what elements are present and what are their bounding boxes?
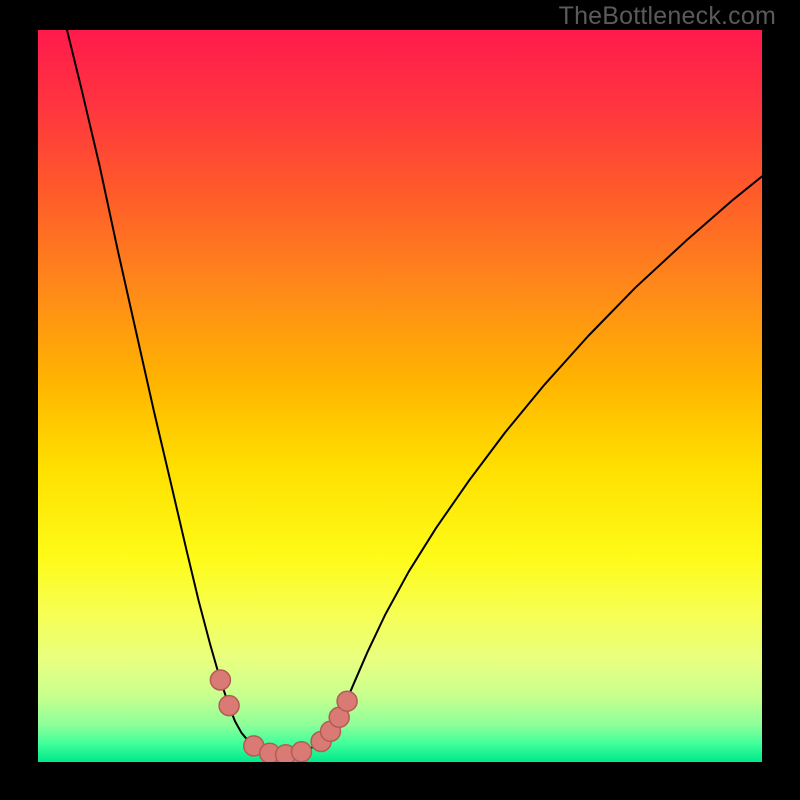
curve-marker	[292, 742, 312, 762]
chart-frame: TheBottleneck.com	[0, 0, 800, 800]
gradient-background	[38, 30, 762, 762]
plot-area	[38, 30, 762, 762]
curve-marker	[219, 696, 239, 716]
curve-marker	[210, 670, 230, 690]
plot-svg	[38, 30, 762, 762]
curve-marker	[337, 691, 357, 711]
watermark-text: TheBottleneck.com	[559, 2, 776, 31]
